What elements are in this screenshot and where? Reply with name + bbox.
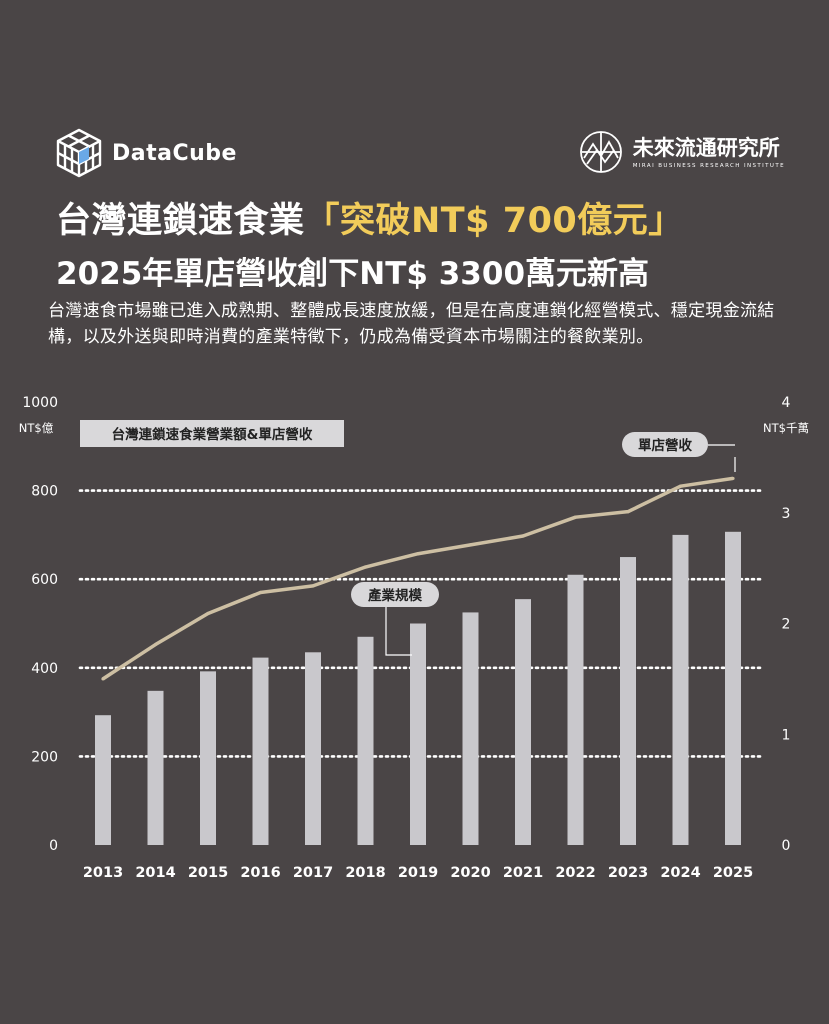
bar-2020	[462, 612, 479, 845]
y-right-tick: 0	[782, 838, 791, 854]
y-left-tick: 200	[31, 749, 58, 765]
mirai-name: 未來流通研究所	[632, 135, 780, 160]
point-2018	[363, 565, 368, 569]
y-left-tick: 600	[31, 572, 58, 588]
x-tick-2016: 2016	[240, 865, 280, 881]
svg-text:台灣連鎖速食業營業額&單店營收: 台灣連鎖速食業營業額&單店營收	[112, 426, 313, 443]
x-tick-2021: 2021	[503, 865, 543, 881]
line-series-label: 單店營收	[622, 432, 708, 457]
y-right-tick: 2	[782, 617, 791, 633]
x-tick-2022: 2022	[555, 865, 595, 881]
datacube-logo: DataCube	[56, 128, 237, 178]
headline-prefix: 台灣連鎖速食業	[56, 201, 305, 241]
x-tick-2017: 2017	[293, 865, 333, 881]
point-2019	[416, 552, 420, 556]
point-2015	[206, 611, 210, 616]
bar-2018	[357, 636, 374, 845]
point-2013	[101, 677, 105, 681]
x-tick-2014: 2014	[135, 865, 175, 881]
y-left-tick: 800	[31, 484, 58, 500]
x-tick-2025: 2025	[713, 865, 753, 881]
headline-line2: 2025年單店營收創下NT$ 3300萬元新高	[56, 256, 650, 292]
point-2024	[678, 484, 683, 488]
x-tick-2020: 2020	[450, 865, 490, 881]
x-tick-2019: 2019	[398, 865, 438, 881]
bar-label-leader	[385, 607, 412, 656]
x-tick-2023: 2023	[608, 865, 648, 881]
bar-2025	[725, 531, 741, 845]
point-2014	[153, 642, 158, 647]
bar-2024	[672, 534, 689, 845]
bar-2019	[410, 623, 426, 845]
x-tick-2024: 2024	[660, 865, 700, 881]
mirai-logo: 未來流通研究所 MIRAI BUSINESS RESEARCH INSTITUT…	[579, 130, 785, 174]
y-left-tick: 1000	[22, 395, 58, 411]
bar-2017	[305, 652, 321, 845]
y-left-unit: NT$億	[19, 421, 54, 435]
y-left-tick: 400	[31, 661, 58, 677]
globe-icon	[579, 131, 622, 173]
cube-icon	[56, 128, 102, 178]
bar-2016	[252, 657, 269, 845]
y-right-tick: 4	[782, 395, 791, 411]
bar-2023	[620, 557, 636, 845]
bar-2014	[147, 690, 164, 845]
bar-2015	[200, 671, 216, 845]
bar-2022	[567, 574, 584, 845]
bar-series	[95, 531, 741, 845]
axis-labels: 0 200 400 600 800 1000 0 1 2 3 4 NT$億 NT$千萬 2013 2014 2…	[19, 395, 809, 881]
point-2022	[573, 515, 578, 519]
headline-line1: 台灣連鎖速食業「突破NT$ 700億元」	[56, 192, 684, 243]
y-left-tick: 0	[49, 838, 58, 854]
y-right-tick: 1	[782, 727, 791, 743]
line-series	[101, 476, 735, 681]
x-tick-2015: 2015	[188, 865, 228, 881]
datacube-wordmark: DataCube	[112, 140, 237, 166]
point-2020	[468, 543, 473, 547]
bar-series-label: 產業規模	[351, 582, 439, 607]
mirai-subtitle: MIRAI BUSINESS RESEARCH INSTITUTE	[632, 162, 785, 169]
point-2021	[521, 534, 525, 538]
description: 台灣速食市場雖已進入成熟期、整體成長速度放緩，但是在高度連鎖化經營模式、穩定現金…	[48, 301, 775, 347]
chart-title: 台灣連鎖速食業營業額&單店營收	[80, 420, 344, 447]
point-2016	[258, 590, 263, 595]
svg-text:產業規模: 產業規模	[367, 587, 422, 604]
point-2023	[626, 510, 630, 514]
bar-2021	[515, 599, 531, 845]
x-tick-2018: 2018	[345, 865, 385, 881]
svg-text:單店營收: 單店營收	[638, 437, 692, 454]
y-right-unit: NT$千萬	[763, 421, 809, 435]
point-2025	[731, 476, 735, 481]
bar-2013	[95, 715, 111, 845]
y-right-tick: 3	[782, 506, 791, 522]
x-tick-2013: 2013	[83, 865, 123, 881]
point-2017	[311, 584, 315, 588]
headline-highlight: 「突破NT$ 700億元」	[304, 201, 684, 241]
